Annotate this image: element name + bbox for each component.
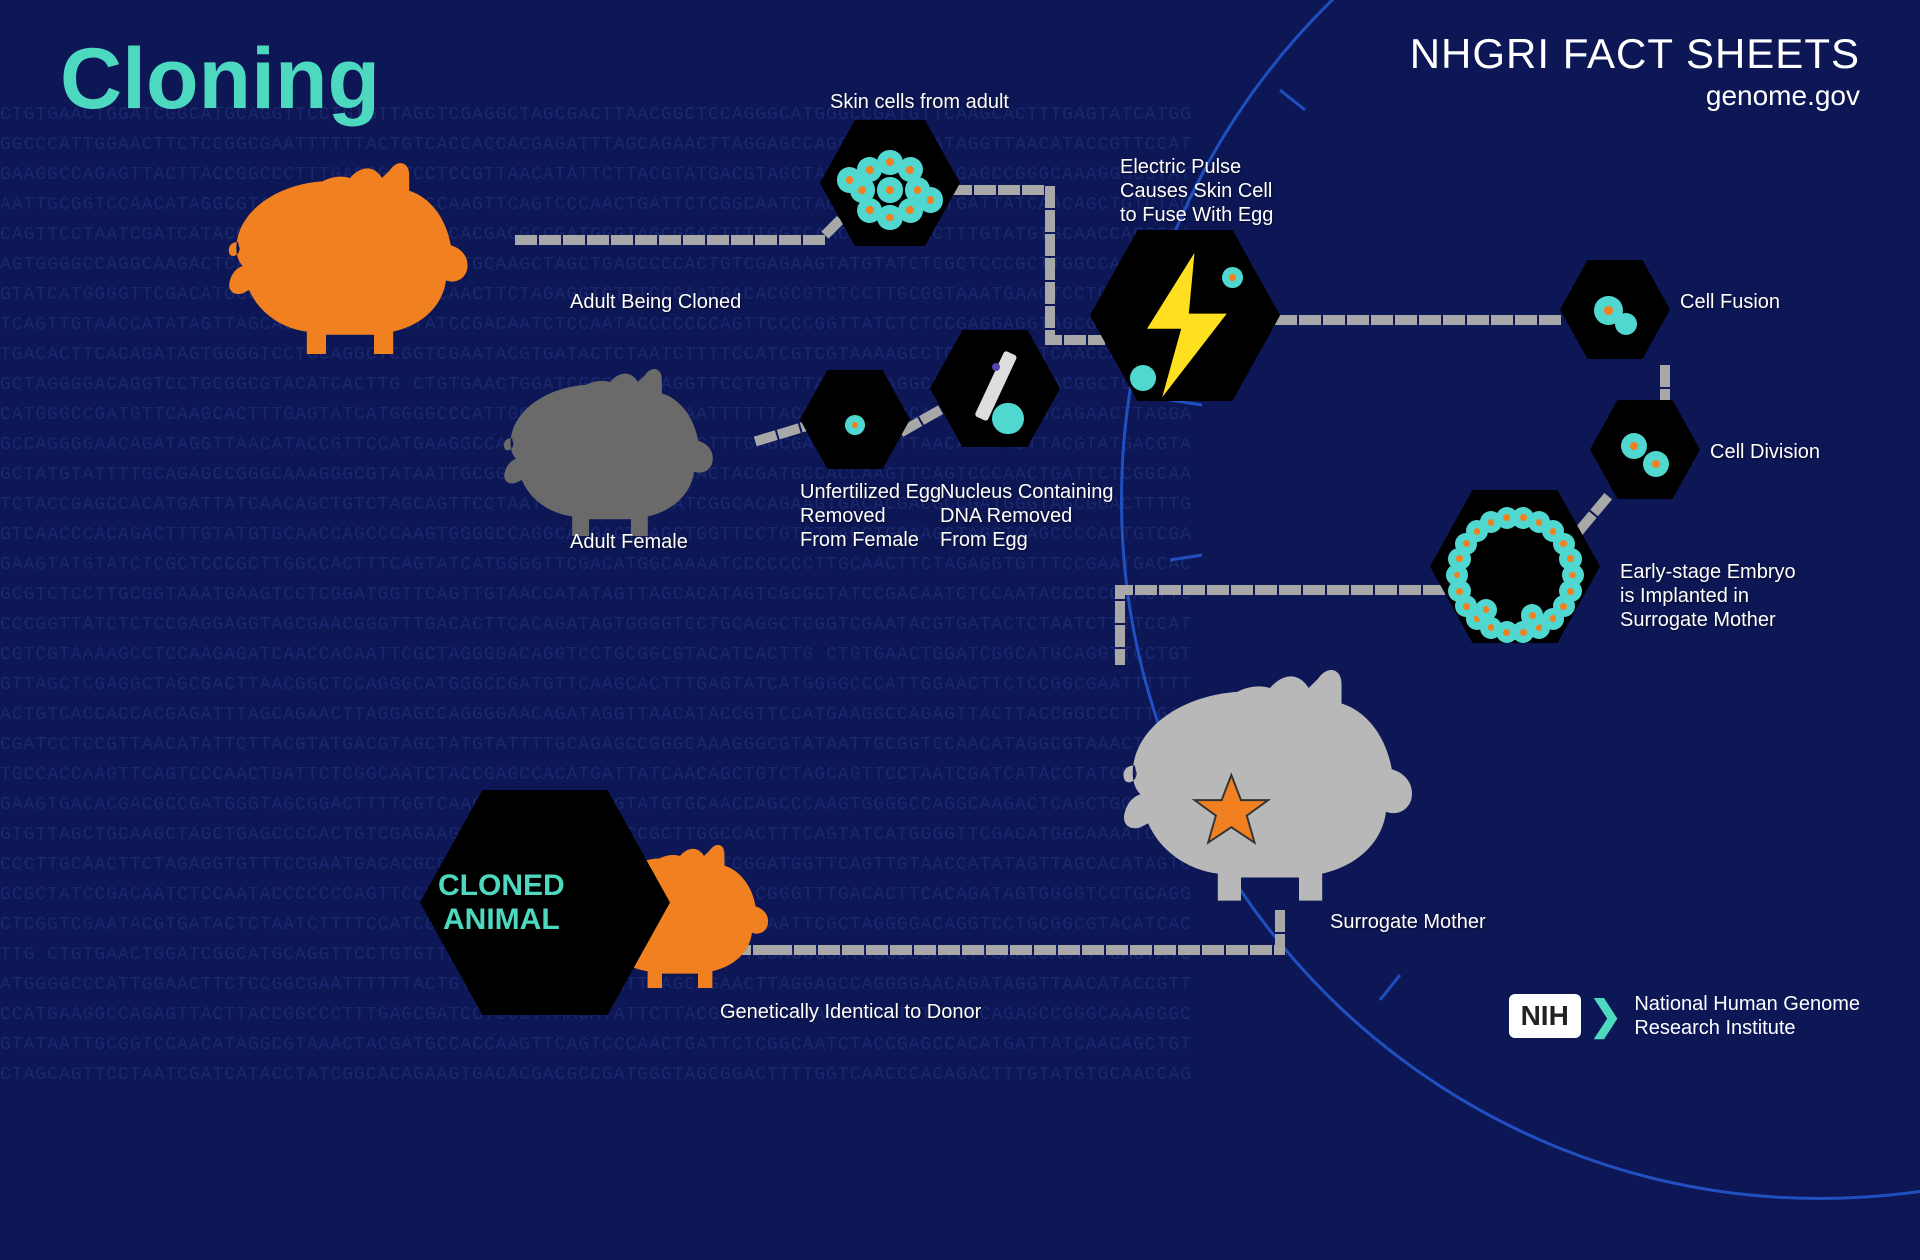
- label-pig-surrogate: Surrogate Mother: [1330, 910, 1486, 934]
- page-title: Cloning: [60, 30, 380, 129]
- header-org: NHGRI FACT SHEETS: [1410, 30, 1860, 78]
- header-site: genome.gov: [1410, 80, 1860, 112]
- header-right: NHGRI FACT SHEETS genome.gov: [1410, 30, 1860, 112]
- hex-egg: [800, 370, 910, 469]
- label-hex-embryo: Early-stage Embryo is Implanted in Surro…: [1620, 560, 1796, 632]
- nih-badge: NIH: [1509, 994, 1581, 1038]
- label-pig-clone: Genetically Identical to Donor: [720, 1000, 981, 1024]
- label-hex-division: Cell Division: [1710, 440, 1820, 464]
- hex-fusion: [1560, 260, 1670, 359]
- label-hex-pulse: Electric Pulse Causes Skin Cell to Fuse …: [1120, 155, 1273, 227]
- label-hex-egg: Unfertilized Egg Removed From Female: [800, 480, 941, 552]
- label-hex-nucleus: Nucleus Containing DNA Removed From Egg: [940, 480, 1113, 552]
- hex-nucleus: [930, 330, 1060, 447]
- pig-surrogate: [1050, 630, 1490, 920]
- hex-skin_cells: [820, 120, 960, 246]
- hex-result: CLONED ANIMAL: [420, 790, 670, 1015]
- pig-donor: [170, 130, 530, 370]
- footer-org-name: National Human Genome Research Institute: [1634, 992, 1860, 1040]
- footer-logo: NIH ❯ National Human Genome Research Ins…: [1509, 992, 1860, 1040]
- label-hex-fusion: Cell Fusion: [1680, 290, 1780, 314]
- label-hex-skin_cells: Skin cells from adult: [830, 90, 1009, 114]
- label-pig-donor: Adult Being Cloned: [570, 290, 741, 314]
- hex-pulse: [1090, 230, 1280, 401]
- hex-division: [1590, 400, 1700, 499]
- pig-female: [450, 340, 770, 550]
- label-pig-female: Adult Female: [570, 530, 688, 554]
- hex-embryo: [1430, 490, 1600, 643]
- chevron-icon: ❯: [1589, 993, 1623, 1039]
